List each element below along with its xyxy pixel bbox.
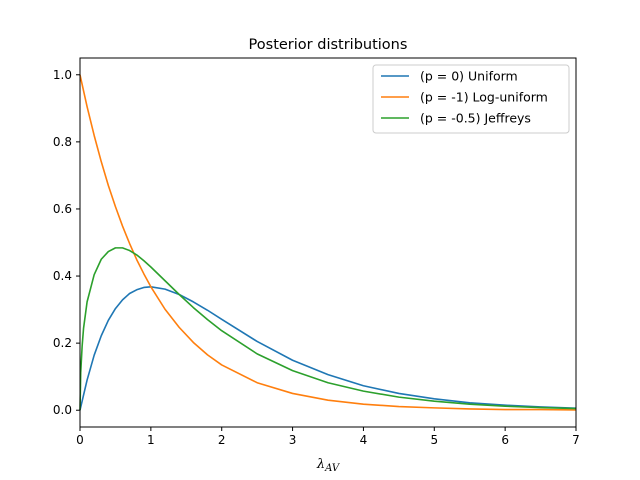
series-line-2 — [79, 247, 577, 411]
y-tick-label: 0.4 — [53, 269, 72, 283]
y-tick-label: 1.0 — [53, 68, 72, 82]
y-tick-label: 0.0 — [53, 403, 72, 417]
legend-label-1: (p = -1) Log-uniform — [420, 90, 548, 105]
x-tick-label: 5 — [430, 433, 438, 447]
x-tick-label: 7 — [572, 433, 580, 447]
x-axis: 0 1 2 3 4 5 6 7 — [76, 427, 580, 447]
y-tick-label: 0.2 — [53, 336, 72, 350]
x-tick-label: 3 — [289, 433, 297, 447]
chart-title: Posterior distributions — [249, 37, 408, 53]
series-line-0 — [79, 285, 577, 411]
y-axis: 0.0 0.2 0.4 0.6 0.8 1.0 — [53, 68, 80, 417]
legend: (p = 0) Uniform (p = -1) Log-uniform (p = … — [372, 64, 570, 134]
x-axis-label-main: λ — [316, 457, 325, 472]
y-tick-label: 0.8 — [53, 135, 72, 149]
y-tick-label: 0.6 — [53, 202, 72, 216]
x-tick-label: 1 — [147, 433, 155, 447]
x-tick-label: 0 — [76, 433, 84, 447]
legend-label-2: (p = -0.5) Jeffreys — [420, 111, 531, 126]
x-axis-label-subscript: AV — [324, 463, 341, 474]
x-tick-label: 6 — [501, 433, 509, 447]
x-tick-label: 4 — [360, 433, 368, 447]
series-line-1 — [79, 74, 577, 411]
x-axis-label: λAV — [316, 457, 341, 474]
plot-frame — [79, 57, 577, 428]
legend-box — [372, 64, 570, 134]
x-tick-label: 2 — [218, 433, 226, 447]
plot-lines — [79, 74, 577, 411]
legend-label-0: (p = 0) Uniform — [420, 69, 518, 84]
